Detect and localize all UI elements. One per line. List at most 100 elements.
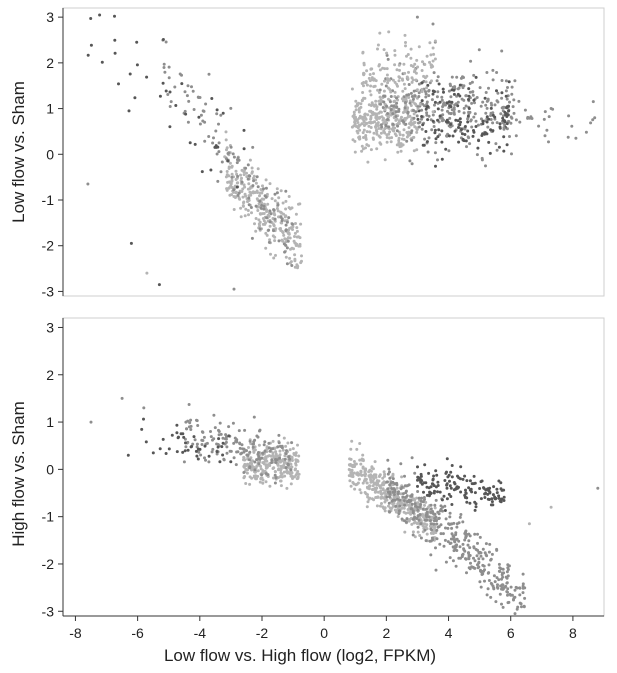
bottom-data-point — [442, 494, 446, 498]
top-data-point — [247, 194, 251, 198]
top-data-point — [429, 118, 433, 122]
top-data-point — [425, 111, 429, 115]
top-data-point — [417, 45, 421, 49]
top-y-axis-title: Low flow vs. Sham — [9, 81, 28, 223]
top-data-point — [445, 134, 449, 138]
top-data-point — [241, 204, 245, 208]
bottom-data-point — [454, 531, 458, 535]
bottom-data-point — [250, 468, 254, 472]
bottom-data-point — [429, 522, 433, 526]
top-data-point — [464, 139, 468, 143]
bottom-data-point — [289, 462, 293, 466]
bottom-data-point — [489, 581, 493, 585]
top-data-point — [379, 102, 383, 106]
top-data-point — [442, 90, 445, 94]
bottom-data-point — [434, 546, 437, 550]
top-data-point — [397, 107, 401, 111]
top-data-point — [219, 170, 223, 174]
bottom-data-point — [410, 502, 414, 506]
bottom-data-point — [158, 447, 162, 451]
top-data-point — [481, 122, 485, 126]
top-data-point — [549, 107, 553, 110]
bottom-data-point — [243, 428, 247, 432]
bottom-data-point — [360, 457, 364, 461]
top-data-point — [358, 128, 362, 132]
top-data-point — [503, 123, 507, 127]
bottom-data-point — [349, 463, 352, 466]
bottom-data-point — [350, 439, 354, 443]
top-data-point — [467, 87, 471, 91]
top-data-point — [432, 125, 436, 128]
top-data-point — [273, 217, 277, 221]
bottom-data-point — [464, 532, 468, 536]
top-data-point — [353, 139, 357, 143]
top-data-point — [467, 136, 471, 140]
top-data-point — [180, 82, 184, 86]
top-data-point — [168, 105, 172, 108]
bottom-data-point — [397, 509, 401, 513]
top-data-point — [200, 170, 204, 174]
bottom-data-point — [496, 583, 499, 587]
top-data-point — [272, 212, 276, 216]
bottom-data-point — [391, 502, 395, 506]
top-data-point — [420, 117, 423, 121]
bottom-data-point — [444, 560, 448, 564]
bottom-data-point — [369, 469, 373, 473]
top-data-point — [284, 207, 288, 211]
top-data-point — [509, 121, 513, 125]
bottom-data-point — [495, 576, 499, 580]
top-data-point — [428, 41, 432, 45]
top-data-point — [245, 175, 249, 179]
bottom-data-point — [355, 482, 359, 486]
bottom-data-point — [234, 463, 238, 467]
top-data-point — [485, 99, 489, 103]
top-data-point — [362, 84, 365, 88]
top-data-point — [86, 182, 90, 186]
top-data-point — [215, 108, 219, 112]
bottom-data-point — [452, 535, 456, 539]
bottom-data-point — [472, 474, 476, 478]
top-data-point — [495, 121, 499, 125]
bottom-data-point — [487, 571, 491, 575]
top-data-point — [432, 52, 436, 56]
top-data-point — [507, 104, 510, 108]
top-data-point — [285, 246, 289, 250]
top-data-point — [354, 125, 358, 128]
bottom-data-point — [399, 492, 403, 496]
bottom-data-point — [265, 446, 269, 450]
bottom-data-point — [274, 461, 278, 464]
bottom-data-point — [455, 522, 459, 526]
top-data-point — [463, 133, 467, 136]
bottom-data-point — [435, 522, 439, 526]
bottom-data-point — [205, 441, 209, 445]
top-data-point — [286, 231, 290, 235]
bottom-data-point — [184, 420, 188, 424]
top-data-point — [250, 236, 254, 240]
bottom-data-point — [263, 458, 267, 462]
top-data-point — [425, 100, 429, 104]
bottom-data-point — [179, 432, 183, 436]
top-data-point — [484, 131, 487, 135]
bottom-data-point — [520, 605, 523, 609]
bottom-data-point — [225, 435, 228, 439]
top-data-point — [374, 99, 378, 103]
top-data-point — [395, 129, 399, 133]
top-data-point — [440, 157, 444, 161]
top-data-point — [487, 117, 491, 121]
top-data-point — [257, 202, 261, 206]
top-data-point — [409, 56, 413, 60]
bottom-data-point — [288, 457, 292, 461]
top-data-point — [440, 119, 444, 123]
top-data-point — [542, 117, 546, 121]
top-data-point — [298, 202, 302, 206]
top-data-point — [493, 103, 497, 107]
top-data-point — [276, 203, 280, 207]
top-data-point — [504, 113, 508, 117]
top-y-tick-label: 0 — [46, 146, 54, 162]
top-data-point — [420, 69, 424, 72]
bottom-data-point — [248, 439, 252, 443]
bottom-data-point — [494, 600, 498, 604]
top-data-point — [393, 80, 397, 84]
top-data-point — [472, 98, 476, 102]
